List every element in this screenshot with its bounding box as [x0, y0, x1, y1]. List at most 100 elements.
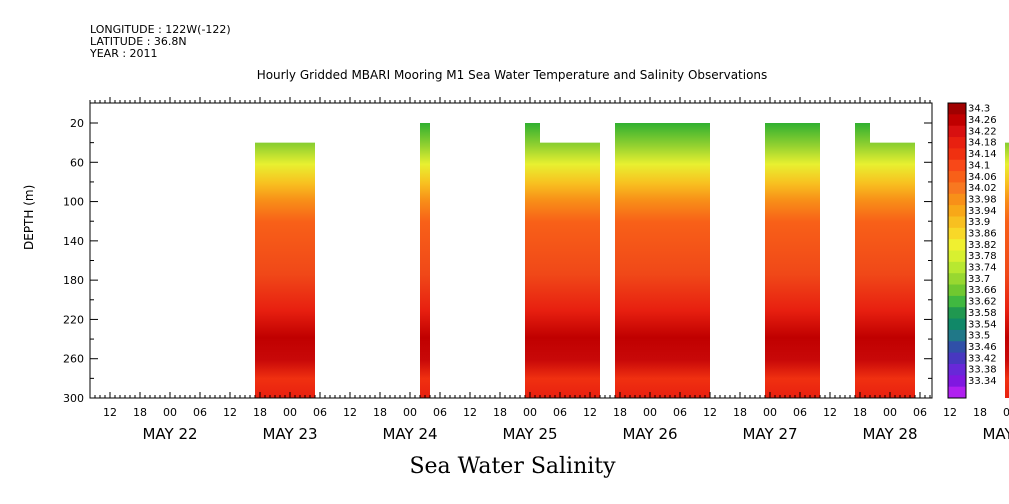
- colorbar-swatch-20: [948, 329, 966, 342]
- y-tick-label-5: 220: [63, 313, 84, 326]
- colorbar-label-6: 34.06: [968, 172, 997, 183]
- colorbar-swatch-24: [948, 375, 966, 388]
- year-label: YEAR : 2011: [90, 47, 158, 60]
- x-hour-label-26: 00: [883, 406, 897, 419]
- colorbar-label-20: 33.5: [968, 331, 990, 342]
- x-hour-label-9: 18: [373, 406, 387, 419]
- x-hour-label-7: 06: [313, 406, 327, 419]
- colorbar-label-5: 34.1: [968, 160, 990, 171]
- colorbar-label-10: 33.9: [968, 217, 990, 228]
- x-hour-label-28: 12: [943, 406, 957, 419]
- x-hour-label-8: 12: [343, 406, 357, 419]
- x-hour-label-20: 12: [703, 406, 717, 419]
- x-hour-label-25: 18: [853, 406, 867, 419]
- colorbar-label-0: 34.3: [968, 104, 990, 115]
- colorbar-swatch-9: [948, 205, 966, 217]
- x-hour-label-12: 12: [463, 406, 477, 419]
- data-segment-top-2: [525, 123, 540, 144]
- colorbar-label-1: 34.26: [968, 115, 997, 126]
- data-segment-6: [1005, 142, 1009, 398]
- x-hour-label-11: 06: [433, 406, 447, 419]
- colorbar-swatch-22: [948, 352, 966, 365]
- x-hour-label-18: 00: [643, 406, 657, 419]
- x-hour-label-6: 00: [283, 406, 297, 419]
- latitude-label: LATITUDE : 36.8N: [90, 35, 187, 48]
- colorbar-swatch-4: [948, 148, 966, 161]
- colorbar-frame: [947, 102, 967, 399]
- x-day-label-4: MAY 26: [622, 425, 677, 443]
- colorbar-swatch-19: [948, 318, 966, 331]
- colorbar-swatch-23: [948, 363, 966, 376]
- x-hour-label-5: 18: [253, 406, 267, 419]
- x-hour-label-17: 18: [613, 406, 627, 419]
- data-segment-3: [615, 123, 710, 398]
- x-day-label-1: MAY 23: [262, 425, 317, 443]
- colorbar-label-19: 33.54: [968, 319, 997, 330]
- data-segment-1: [420, 123, 430, 398]
- y-tick-label-6: 260: [63, 353, 84, 366]
- colorbar-label-4: 34.14: [968, 149, 997, 160]
- x-hour-label-16: 12: [583, 406, 597, 419]
- x-hour-label-4: 12: [223, 406, 237, 419]
- data-segment-4: [765, 123, 820, 398]
- y-tick-label-1: 60: [70, 156, 84, 169]
- colorbar-swatch-25: [948, 386, 966, 399]
- x-hour-label-3: 06: [193, 406, 207, 419]
- colorbar-swatch-16: [948, 284, 966, 297]
- colorbar-label-24: 33.34: [968, 376, 997, 387]
- colorbar-swatch-7: [948, 182, 966, 195]
- x-day-label-3: MAY 25: [502, 425, 557, 443]
- colorbar-label-11: 33.86: [968, 228, 997, 239]
- x-hour-label-30: 00: [1003, 406, 1009, 419]
- colorbar-label-22: 33.42: [968, 353, 997, 364]
- colorbar-label-14: 33.74: [968, 263, 997, 274]
- colorbar-swatch-18: [948, 307, 966, 320]
- x-hour-label-2: 00: [163, 406, 177, 419]
- colorbar-label-13: 33.78: [968, 251, 997, 262]
- y-tick-label-4: 180: [63, 274, 84, 287]
- colorbar-swatch-8: [948, 193, 966, 206]
- x-hour-label-19: 06: [673, 406, 687, 419]
- colorbar-label-2: 34.22: [968, 126, 997, 137]
- data-segment-top-5: [855, 123, 870, 144]
- colorbar-swatch-15: [948, 273, 966, 286]
- colorbar-swatch-5: [948, 159, 966, 172]
- colorbar-swatch-2: [948, 125, 966, 138]
- colorbar-swatch-21: [948, 341, 966, 354]
- x-day-label-2: MAY 24: [382, 425, 437, 443]
- x-hour-label-13: 18: [493, 406, 507, 419]
- colorbar-label-3: 34.18: [968, 138, 997, 149]
- colorbar-label-8: 33.98: [968, 194, 997, 205]
- colorbar-label-9: 33.94: [968, 206, 997, 217]
- plot-frame: [89, 102, 933, 399]
- colorbar-label-12: 33.82: [968, 240, 997, 251]
- chart-title: Hourly Gridded MBARI Mooring M1 Sea Wate…: [256, 68, 768, 82]
- x-hour-label-0: 12: [103, 406, 117, 419]
- colorbar-swatch-6: [948, 171, 966, 183]
- x-hour-label-1: 18: [133, 406, 147, 419]
- colorbar-label-18: 33.58: [968, 308, 997, 319]
- x-hour-label-14: 00: [523, 406, 537, 419]
- x-day-label-0: MAY 22: [142, 425, 197, 443]
- x-hour-label-24: 12: [823, 406, 837, 419]
- data-segment-5: [855, 142, 915, 398]
- x-axis-title: Sea Water Salinity: [409, 454, 616, 479]
- colorbar-label-7: 34.02: [968, 183, 997, 194]
- colorbar-swatch-14: [948, 261, 966, 274]
- x-hour-label-10: 00: [403, 406, 417, 419]
- colorbar-swatch-12: [948, 239, 966, 251]
- colorbar-label-16: 33.66: [968, 285, 997, 296]
- x-hour-label-22: 00: [763, 406, 777, 419]
- y-tick-label-7: 300: [63, 392, 84, 405]
- x-day-label-6: MAY 28: [862, 425, 917, 443]
- colorbar-label-23: 33.38: [968, 365, 997, 376]
- colorbar-swatch-11: [948, 227, 966, 240]
- colorbar-label-21: 33.46: [968, 342, 997, 353]
- y-tick-label-3: 140: [63, 235, 84, 248]
- colorbar-swatch-10: [948, 216, 966, 229]
- colorbar-swatch-3: [948, 137, 966, 149]
- x-hour-label-29: 18: [973, 406, 987, 419]
- x-hour-label-23: 06: [793, 406, 807, 419]
- colorbar-swatch-0: [948, 103, 966, 115]
